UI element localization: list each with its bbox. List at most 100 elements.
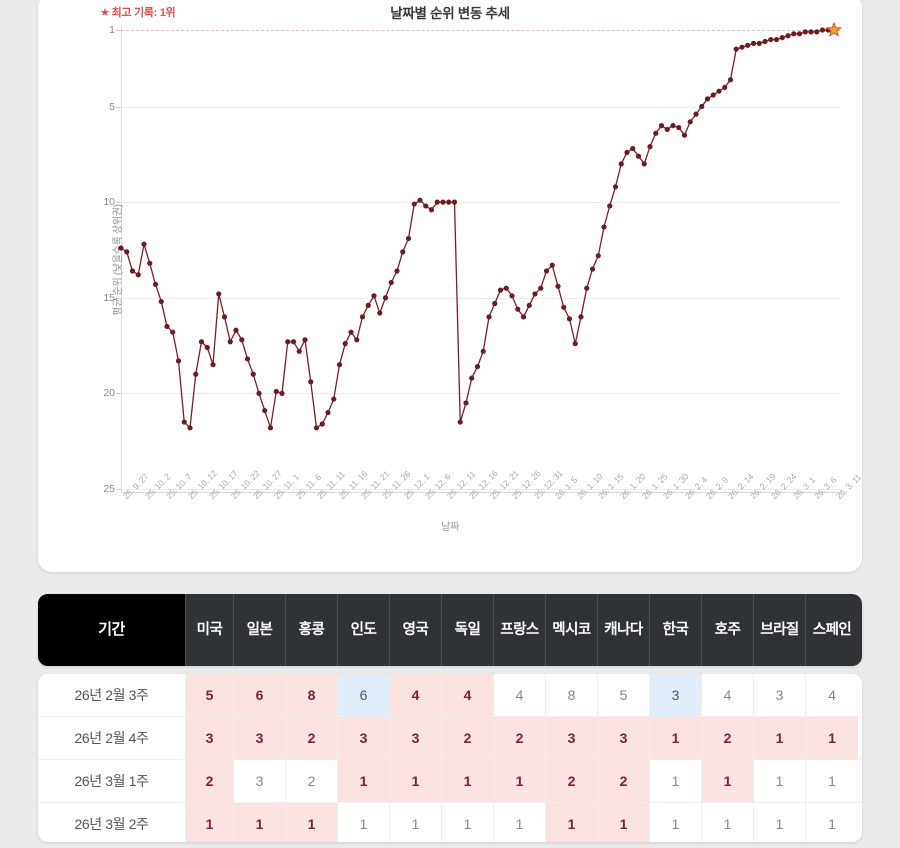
best-record-badge: ★ 최고 기록: 1위: [100, 4, 176, 20]
rank-data-point: [773, 36, 780, 43]
table-cell-rank: 1: [828, 816, 836, 832]
rank-data-point: [791, 31, 797, 37]
table-cell-rank: 1: [806, 717, 858, 759]
rank-data-point: [319, 421, 325, 427]
table-cell-rank: 2: [442, 717, 494, 759]
table-cell-rank: 4: [702, 674, 754, 716]
table-cell-rank: 1: [828, 773, 836, 789]
rank-data-point: [681, 132, 688, 138]
rank-data-point: [768, 36, 774, 43]
rank-data-point: [400, 249, 406, 255]
rank-data-point: [630, 145, 636, 152]
rank-data-point: [572, 341, 578, 347]
rank-data-point: [118, 245, 124, 251]
table-cell-rank: 5: [186, 674, 234, 716]
table-cell-rank: 1: [546, 803, 598, 842]
rank-data-point: [532, 291, 538, 297]
rank-data-point: [365, 302, 371, 308]
table-cell-rank: 3: [650, 674, 702, 716]
rank-data-point: [221, 314, 228, 320]
rank-data-point: [635, 153, 642, 159]
rank-data-point: [469, 375, 475, 381]
table-cell-rank: 1: [650, 803, 702, 842]
table-cell-rank: 4: [442, 674, 494, 716]
rank-data-point: [595, 253, 601, 259]
rank-data-point: [325, 409, 331, 416]
gridline: [121, 297, 840, 299]
rank-data-point: [273, 388, 279, 395]
star-icon: ★: [100, 7, 110, 19]
rank-data-point: [785, 33, 791, 39]
rank-data-point: [802, 29, 808, 35]
table-header-country: 멕시코: [546, 594, 598, 666]
rank-data-point: [302, 337, 308, 343]
gridline: [121, 106, 840, 108]
rank-data-point: [216, 291, 222, 297]
gridline: [121, 30, 840, 31]
rank-data-point: [411, 201, 417, 207]
rank-data-point: [239, 337, 245, 343]
table-cell-rank: 1: [442, 760, 494, 802]
table-cell-rank: 1: [754, 717, 806, 759]
best-record-label: 최고 기록: 1위: [111, 7, 176, 19]
rank-data-point: [342, 341, 348, 347]
rank-data-point: [641, 161, 647, 167]
rank-data-point: [607, 203, 613, 209]
rank-data-point: [750, 40, 757, 46]
table-cell-rank: 1: [234, 803, 286, 842]
table-header-country: 인도: [338, 594, 390, 666]
rank-data-point: [354, 337, 360, 343]
table-cell-rank: 1: [702, 760, 754, 802]
rank-data-point: [503, 285, 509, 291]
rank-data-point: [492, 300, 498, 307]
x-axis-label: 날짜: [441, 522, 459, 533]
table-header-country: 스페인: [812, 621, 852, 638]
chart-title: 날짜별 순위 변동 추세: [390, 6, 510, 21]
rank-data-point: [227, 339, 233, 345]
rank-data-point: [480, 348, 486, 354]
rank-data-point: [676, 124, 682, 131]
table-header-country: 영국: [390, 594, 442, 666]
table-cell-period: 26년 3월 2주: [38, 803, 186, 842]
rank-data-point: [250, 371, 256, 377]
rank-data-point: [446, 199, 452, 205]
table-cell-rank: 5: [598, 674, 650, 716]
rank-data-point: [423, 203, 429, 209]
rank-data-point: [589, 266, 596, 272]
rank-line-series: [118, 21, 842, 431]
y-axis-tick-label: 5: [95, 101, 121, 113]
rank-data-point: [555, 283, 561, 289]
y-axis-tick-label: 10: [95, 196, 121, 208]
rank-data-point: [181, 419, 187, 425]
rank-data-point: [618, 161, 624, 167]
plot-axes-frame: [121, 26, 840, 493]
rank-data-point: [624, 149, 630, 155]
table-header-country: 독일: [442, 594, 494, 666]
rank-data-point: [733, 46, 739, 52]
rank-data-point: [405, 235, 412, 242]
rank-data-point: [819, 27, 826, 33]
rank-data-point: [653, 130, 659, 136]
table-header-country: 한국: [650, 594, 702, 666]
table-cell-rank: 3: [390, 717, 442, 759]
rank-data-point: [135, 272, 141, 278]
y-axis-tick-label: 25: [95, 483, 121, 495]
table-cell-rank: 1: [650, 760, 702, 802]
rank-trend-chart-card: 날짜별 순위 변동 추세 ★ 최고 기록: 1위 1 5 10 15 20 25 평균 순위…: [38, 0, 862, 572]
rank-data-point: [578, 314, 584, 320]
rank-data-point: [129, 268, 136, 274]
rank-data-point: [704, 96, 711, 102]
rank-data-point: [670, 123, 676, 129]
rank-data-point: [796, 31, 803, 37]
rank-data-point: [359, 314, 366, 320]
table-cell-period: 26년 2월 3주: [38, 674, 186, 716]
rank-data-point: [756, 40, 762, 46]
table-cell-rank: 2: [286, 717, 338, 759]
table-header-country: 캐나다: [598, 594, 650, 666]
rank-data-point: [457, 419, 463, 425]
rank-data-point: [290, 339, 297, 345]
table-header-country: 호주: [702, 594, 754, 666]
rank-data-point: [561, 304, 567, 310]
rank-data-point: [377, 310, 383, 316]
